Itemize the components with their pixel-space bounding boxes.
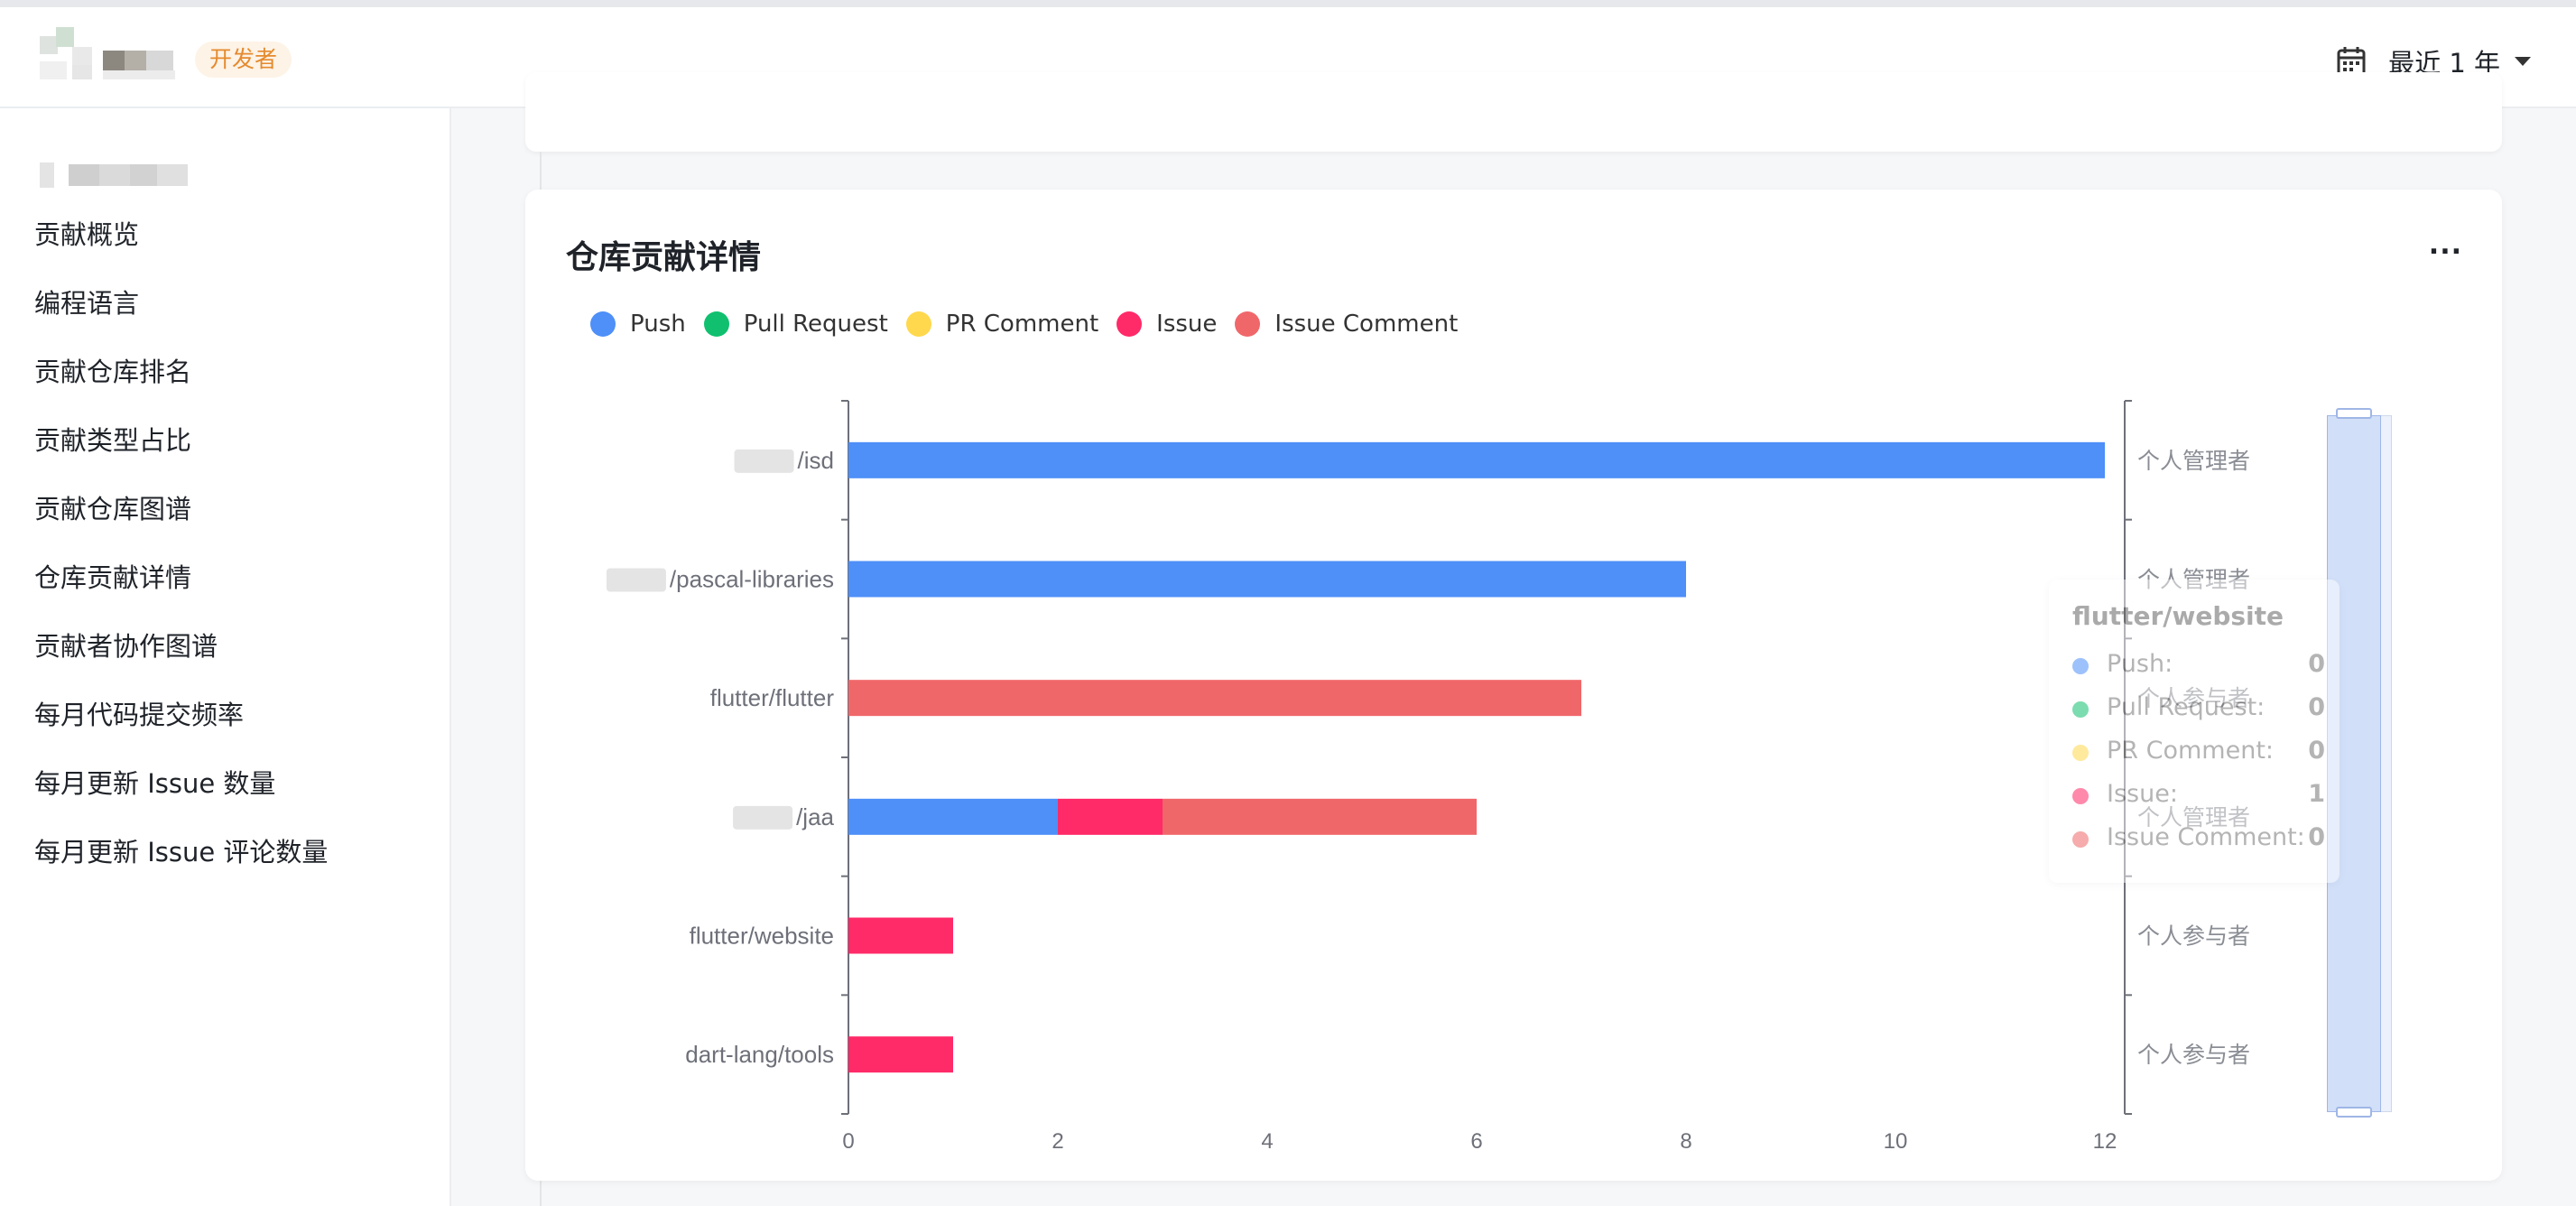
sidebar-item-issue-count[interactable]: 每月更新 Issue 数量: [34, 768, 276, 799]
category-label: /jaa: [796, 803, 834, 830]
tooltip-row-issue: Issue: 1: [2072, 780, 2325, 811]
more-options-button[interactable]: ...: [2428, 229, 2462, 261]
bar-segment: [848, 680, 1581, 717]
bar-segment: [848, 917, 953, 954]
x-tick-label: 8: [1680, 1129, 1691, 1154]
tooltip-row-pull-request: Pull Request: 0: [2072, 693, 2325, 724]
sidebar-item-repo-ranking[interactable]: 贡献仓库排名: [34, 357, 192, 387]
issue-comment-dot: [2072, 831, 2089, 848]
sidebar-item-overview[interactable]: 贡献概览: [34, 219, 140, 250]
bar-chart: 0 2 4 6 8 10 12/isd 个人管理者/pascal-libraries 个人管理者…: [606, 400, 2250, 1154]
sidebar-item-repo-graph[interactable]: 贡献仓库图谱: [34, 494, 192, 524]
legend-label: Issue Comment: [1274, 311, 1459, 338]
tooltip-title: flutter/website: [2072, 601, 2284, 631]
legend-label: Pull Request: [743, 311, 888, 338]
bar-segment: [1058, 798, 1163, 835]
sidebar-item-languages[interactable]: 编程语言: [34, 288, 140, 319]
developer-badge: 开发者: [195, 42, 292, 78]
pull-request-dot: [2072, 701, 2089, 718]
sidebar-item-collab-graph[interactable]: 贡献者协作图谱: [34, 631, 218, 662]
sidebar-item-issue-comments[interactable]: 每月更新 Issue 评论数量: [34, 837, 329, 867]
pr-comment-dot: [2072, 745, 2089, 761]
role-label: 个人管理者: [2137, 449, 2250, 474]
sidebar-item-repo-details[interactable]: 仓库贡献详情: [34, 562, 192, 593]
legend-dot: [703, 311, 729, 337]
tooltip-row-pr-comment: PR Comment: 0: [2072, 737, 2325, 767]
zoom-handle-bottom[interactable]: [2336, 1107, 2372, 1118]
category-label: flutter/flutter: [710, 684, 835, 711]
card-title: 仓库贡献详情: [566, 239, 762, 276]
zoom-handle-top[interactable]: [2336, 408, 2372, 419]
push-dot: [2072, 658, 2089, 674]
role-label: 个人参与者: [2137, 1043, 2250, 1068]
category-label: dart-lang/tools: [685, 1041, 834, 1068]
bar-segment: [848, 1036, 953, 1073]
category-label: /pascal-libraries: [670, 566, 834, 593]
legend-item-issue-comment[interactable]: Issue Comment: [1235, 311, 1458, 338]
chart-tooltip: flutter/website Push: 0 Pull Request: 0 …: [2049, 580, 2340, 883]
tooltip-row-push: Push: 0: [2072, 650, 2325, 681]
x-tick-label: 4: [1261, 1129, 1273, 1154]
blurred-owner: [733, 805, 793, 830]
x-tick-label: 10: [1884, 1129, 1908, 1154]
sidebar-item-type-ratio[interactable]: 贡献类型占比: [34, 425, 192, 456]
bar-segment: [1163, 798, 1477, 835]
legend-label: PR Comment: [945, 311, 1099, 338]
legend-dot: [905, 311, 931, 337]
top-border: [0, 0, 2576, 7]
previous-card: [525, 72, 2502, 152]
legend-dot: [1235, 311, 1261, 337]
x-tick-label: 6: [1470, 1129, 1482, 1154]
legend-dot: [590, 311, 616, 337]
legend-item-issue[interactable]: Issue: [1117, 311, 1217, 338]
zoom-slider[interactable]: [2327, 404, 2395, 1119]
bar-segment: [848, 798, 1058, 835]
bar-segment: [848, 441, 2105, 478]
zoom-selection[interactable]: [2327, 415, 2381, 1112]
category-label: flutter/website: [690, 923, 834, 950]
legend-dot: [1117, 311, 1143, 337]
sidebar: 贡献概览 编程语言 贡献仓库排名 贡献类型占比 贡献仓库图谱 仓库贡献详情 贡献…: [0, 108, 451, 1206]
role-label: 个人参与者: [2137, 924, 2250, 950]
role-label: 个人参与者: [2137, 686, 2250, 711]
category-label: /isd: [798, 447, 834, 474]
blurred-owner: [734, 449, 794, 473]
role-label: 个人管理者: [2137, 568, 2250, 593]
sidebar-nav: 贡献概览 编程语言 贡献仓库排名 贡献类型占比 贡献仓库图谱 仓库贡献详情 贡献…: [34, 218, 328, 904]
tooltip-row-issue-comment: Issue Comment: 0: [2072, 823, 2325, 854]
legend-label: Issue: [1156, 311, 1218, 338]
legend-item-pull-request[interactable]: Pull Request: [703, 311, 888, 338]
main-content: 仓库贡献详情 ... Push Pull Request PR Comment Iss…: [453, 72, 2576, 1206]
issue-dot: [2072, 788, 2089, 804]
sidebar-username: [40, 157, 188, 190]
bar-segment: [848, 561, 1686, 598]
repo-details-card: 仓库贡献详情 ... Push Pull Request PR Comment Iss…: [525, 190, 2502, 1181]
chart-legend: Push Pull Request PR Comment Issue Issue Com…: [590, 311, 1476, 338]
user-avatar[interactable]: [40, 27, 179, 79]
x-tick-label: 2: [1052, 1129, 1063, 1154]
x-tick-label: 12: [2093, 1129, 2117, 1154]
sidebar-item-commit-frequency[interactable]: 每月代码提交频率: [34, 700, 245, 730]
chevron-down-icon: [2515, 57, 2531, 66]
x-tick-label: 0: [842, 1129, 854, 1154]
legend-label: Push: [630, 311, 686, 338]
legend-item-pr-comment[interactable]: PR Comment: [905, 311, 1099, 338]
blurred-owner: [606, 568, 666, 592]
legend-item-push[interactable]: Push: [590, 311, 686, 338]
role-label: 个人管理者: [2137, 805, 2250, 830]
